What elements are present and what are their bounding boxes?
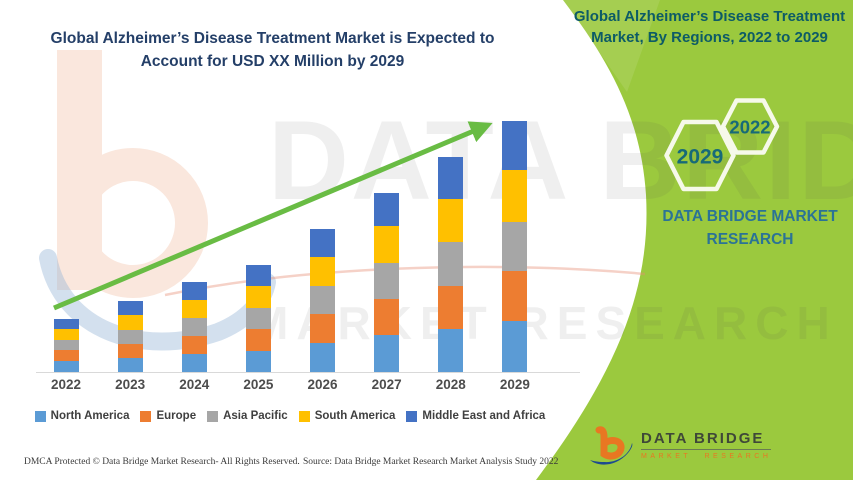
legend-item-asia-pacific: Asia Pacific xyxy=(207,410,288,422)
bar-segment-north-america xyxy=(181,354,207,372)
x-axis-label-2027: 2027 xyxy=(371,377,402,392)
hexagon-2022-outline xyxy=(720,98,780,155)
legend-swatch xyxy=(298,410,310,422)
bar-segment-north-america xyxy=(502,321,528,372)
company-logo-icon xyxy=(590,426,633,465)
bar-segment-south-america xyxy=(502,170,528,222)
x-axis-labels: 2022 2023 2024 2025 2026 2027 2028 2029 xyxy=(34,377,547,392)
bar-segment-europe xyxy=(310,314,336,343)
x-axis-label-2024: 2024 xyxy=(179,377,210,392)
legend-item-south-america: South America xyxy=(298,410,396,422)
bar-segment-asia-pacific xyxy=(245,308,271,329)
bar-segment-south-america xyxy=(53,329,79,340)
bar-segment-europe xyxy=(181,336,207,354)
source-note: Source: Data Bridge Market Research Mark… xyxy=(303,457,559,467)
legend-swatch xyxy=(207,410,219,422)
legend-label: Middle East and Africa xyxy=(422,410,546,422)
legend-label: Europe xyxy=(156,410,197,422)
bar-segment-middle-east-and-africa xyxy=(53,319,79,329)
legend-label: Asia Pacific xyxy=(223,410,288,422)
x-axis-label-2028: 2028 xyxy=(435,377,466,392)
chart-title: Global Alzheimer’s Disease Treatment Mar… xyxy=(45,28,500,73)
x-axis-label-2022: 2022 xyxy=(51,377,82,392)
x-axis-label-2026: 2026 xyxy=(307,377,338,392)
dmca-notice: DMCA Protected © Data Bridge Market Rese… xyxy=(24,457,300,467)
x-axis-label-2025: 2025 xyxy=(243,377,274,392)
bar-segment-europe xyxy=(245,329,271,351)
bar-segment-north-america xyxy=(374,335,400,372)
bar-2029 xyxy=(483,108,547,372)
bar-segment-asia-pacific xyxy=(117,330,143,344)
x-axis-label-2029: 2029 xyxy=(499,377,530,392)
bar-segment-south-america xyxy=(117,315,143,330)
legend-item-europe: Europe xyxy=(140,410,196,422)
bar-segment-europe xyxy=(53,350,79,361)
x-axis-line xyxy=(36,372,580,373)
bar-2022 xyxy=(34,108,98,372)
banner-title-line2: Market, By Regions, 2022 to 2029 xyxy=(591,28,828,46)
legend-swatch xyxy=(34,410,46,422)
bar-segment-asia-pacific xyxy=(53,340,79,350)
legend-label: South America xyxy=(314,410,396,422)
bar-segment-north-america xyxy=(438,329,464,372)
company-logo-subtitle: MARKET RESEARCH xyxy=(641,453,772,460)
chart-title-line1: Global Alzheimer’s Disease Treatment Mar… xyxy=(50,30,495,47)
company-logo-text: DATA BRIDGE MARKET RESEARCH xyxy=(641,424,772,460)
bar-segment-north-america xyxy=(245,351,271,372)
legend-swatch xyxy=(406,410,418,422)
bar-segment-europe xyxy=(117,344,143,358)
hexagon-2022-label: 2022 xyxy=(729,117,770,138)
banner-title-line1: Global Alzheimer’s Disease Treatment xyxy=(573,8,846,25)
stacked-bar xyxy=(53,319,79,372)
company-logo-title: DATA BRIDGE xyxy=(641,430,772,450)
chart-title-line2: Account for USD XX Million by 2029 xyxy=(140,52,405,70)
logo-swoosh-shape xyxy=(590,443,633,465)
green-band-highlight xyxy=(563,0,660,92)
stacked-bar xyxy=(502,121,528,372)
hexagon-2029-label: 2029 xyxy=(677,146,724,169)
bar-segment-north-america xyxy=(310,343,336,372)
bar-segment-europe xyxy=(502,271,528,321)
company-logo: DATA BRIDGE MARKET RESEARCH xyxy=(588,424,772,470)
bar-segment-asia-pacific xyxy=(502,222,528,271)
legend-item-middle-east-and-africa: Middle East and Africa xyxy=(406,410,545,422)
legend-label: North America xyxy=(50,410,130,422)
banner-title: Global Alzheimer’s Disease Treatment Mar… xyxy=(568,7,851,48)
bar-segment-north-america xyxy=(53,361,79,372)
brand-wordmark-line2: RESEARCH xyxy=(706,231,794,248)
logo-b-glyph xyxy=(595,426,625,460)
x-axis-label-2023: 2023 xyxy=(115,377,146,392)
bar-segment-north-america xyxy=(117,358,143,372)
legend-item-north-america: North America xyxy=(34,410,130,422)
brand-wordmark-line1: DATA BRIDGE MARKET xyxy=(662,208,838,225)
hexagon-2029-outline xyxy=(664,119,736,192)
bar-segment-asia-pacific xyxy=(181,318,207,336)
brand-wordmark: DATA BRIDGE MARKET RESEARCH xyxy=(645,205,853,251)
bar-segment-middle-east-and-africa xyxy=(502,121,528,170)
legend-swatch xyxy=(140,410,152,422)
chart-legend: North America Europe Asia Pacific South Ame… xyxy=(0,410,580,422)
